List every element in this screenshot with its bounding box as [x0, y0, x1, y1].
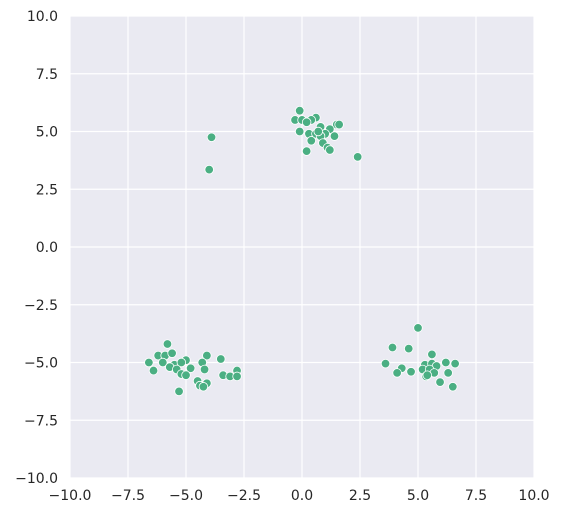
x-axis-ticks: −10.0 −7.5 −5.0 −2.5 0.0 2.5 5.0 7.5 10.0 — [49, 488, 550, 504]
y-tick-label: −10.0 — [15, 471, 58, 487]
scatter-point — [387, 342, 398, 353]
scatter-point — [294, 126, 305, 137]
x-tick-label: 7.5 — [465, 488, 487, 504]
scatter-point — [148, 365, 159, 376]
scatter-point — [198, 382, 209, 392]
x-tick-label: 10.0 — [518, 488, 549, 504]
scatter-point — [204, 164, 214, 175]
x-tick-label: −7.5 — [111, 488, 145, 504]
scatter-point — [380, 358, 391, 369]
y-tick-label: −2.5 — [24, 298, 58, 314]
scatter-point — [427, 349, 437, 360]
y-tick-label: 0.0 — [36, 240, 58, 256]
scatter-point — [199, 364, 210, 375]
scatter-point — [232, 371, 242, 382]
y-tick-label: 5.0 — [36, 125, 58, 141]
x-tick-label: −5.0 — [169, 488, 203, 504]
scatter-point — [158, 357, 168, 368]
scatter-point — [404, 343, 414, 354]
scatter-point — [206, 132, 217, 142]
scatter-point — [306, 136, 316, 146]
x-tick-label: 5.0 — [407, 488, 429, 504]
scatter-point — [144, 357, 154, 368]
scatter-point — [216, 354, 226, 364]
scatter-point — [202, 350, 212, 361]
scatter-point — [313, 126, 323, 137]
scatter-point — [352, 152, 363, 162]
scatter-point — [185, 363, 196, 373]
grid — [69, 15, 535, 479]
scatter-point — [406, 367, 416, 377]
y-tick-label: −7.5 — [24, 413, 58, 429]
scatter-point — [162, 339, 173, 349]
x-tick-label: −2.5 — [227, 488, 261, 504]
scatter-point — [301, 146, 312, 156]
scatter-point — [392, 368, 402, 378]
x-tick-label: −10.0 — [49, 488, 92, 504]
scatter-point — [441, 357, 451, 368]
scatter-point — [181, 370, 191, 380]
y-tick-label: 10.0 — [27, 9, 58, 25]
scatter-point — [301, 117, 312, 127]
data-points — [144, 106, 460, 397]
y-tick-label: 2.5 — [36, 182, 58, 198]
scatter-point — [174, 386, 184, 397]
x-tick-label: 2.5 — [349, 488, 371, 504]
scatter-point — [413, 323, 423, 333]
scatter-point — [176, 357, 187, 368]
scatter-point — [294, 106, 305, 116]
y-tick-label: 7.5 — [36, 67, 58, 83]
scatter-point — [435, 377, 445, 387]
scatter-point — [167, 348, 177, 358]
x-tick-label: 0.0 — [291, 488, 313, 504]
y-axis-ticks: 10.0 7.5 5.0 2.5 0.0 −2.5 −5.0 −7.5 −10.0 — [15, 9, 58, 487]
scatter-point — [325, 145, 335, 155]
scatter-point — [334, 119, 344, 130]
scatter-point — [450, 358, 460, 369]
scatter-point — [329, 131, 340, 141]
scatter-point — [448, 382, 458, 392]
scatter-point — [422, 370, 432, 380]
scatter-point — [443, 368, 453, 378]
y-tick-label: −5.0 — [24, 356, 58, 372]
